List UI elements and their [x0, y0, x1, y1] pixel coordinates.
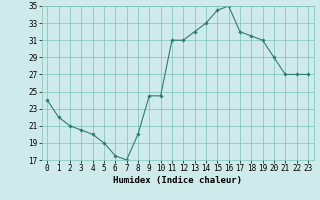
X-axis label: Humidex (Indice chaleur): Humidex (Indice chaleur)	[113, 176, 242, 185]
